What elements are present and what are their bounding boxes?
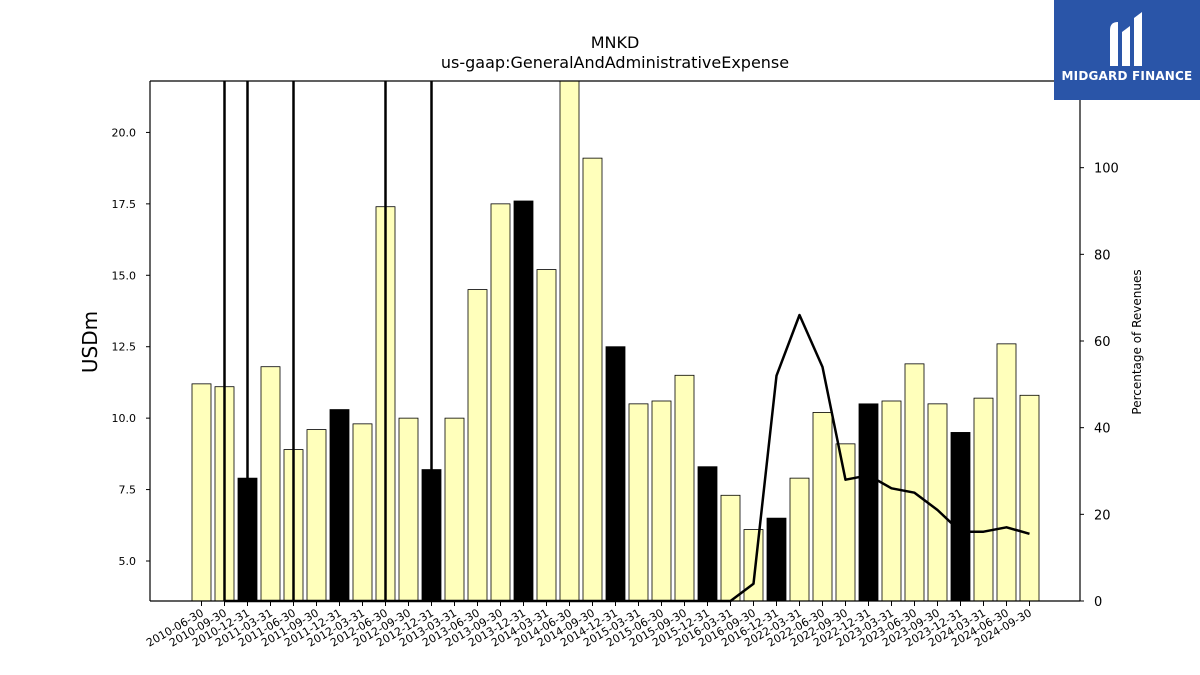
bar <box>743 529 764 602</box>
y-right-tick-label: 80 <box>1094 248 1111 263</box>
bar <box>927 403 948 602</box>
chart-subtitle: us-gaap:GeneralAndAdministrativeExpense <box>441 53 789 72</box>
bar <box>329 409 350 602</box>
bar <box>651 400 672 602</box>
bar <box>1019 394 1040 602</box>
bar <box>904 363 925 602</box>
bar <box>789 477 810 602</box>
y-tick-label: 17.5 <box>112 198 137 211</box>
bar <box>697 466 718 602</box>
bar <box>628 403 649 602</box>
bar-group <box>191 80 1040 602</box>
bar <box>260 366 281 602</box>
brand-logo: MIDGARD FINANCE <box>1054 0 1200 100</box>
y-right-tick-label: 0 <box>1094 595 1102 610</box>
bar <box>812 412 833 602</box>
bar <box>306 429 327 602</box>
bar <box>444 417 465 602</box>
bar <box>490 203 511 602</box>
y-tick-label: 7.5 <box>119 484 137 497</box>
y-axis-right-label: Percentage of Revenues <box>1130 269 1144 414</box>
bar <box>352 423 373 602</box>
bar <box>881 400 902 602</box>
bar <box>513 200 534 602</box>
axes: 5.07.510.012.515.017.520.002040608010020… <box>112 80 1119 650</box>
bar <box>950 432 971 602</box>
bar <box>191 383 212 602</box>
y-axis-label: USDm <box>78 311 102 373</box>
bar <box>467 289 488 602</box>
y-right-tick-label: 20 <box>1094 508 1111 523</box>
bar <box>996 343 1017 602</box>
bar <box>973 397 994 602</box>
y-tick-label: 5.0 <box>119 555 137 568</box>
bar <box>835 443 856 602</box>
chart-title: MNKD <box>591 33 640 52</box>
bar <box>536 269 557 602</box>
bar <box>858 403 879 602</box>
y-tick-label: 15.0 <box>112 269 137 282</box>
y-right-tick-label: 100 <box>1094 162 1119 177</box>
bar <box>766 517 787 602</box>
y-right-tick-label: 40 <box>1094 422 1111 437</box>
y-tick-label: 12.5 <box>112 341 137 354</box>
bar <box>398 417 419 602</box>
y-tick-label: 20.0 <box>112 126 137 139</box>
y-tick-label: 10.0 <box>112 412 137 425</box>
bar <box>559 80 580 602</box>
bar <box>605 346 626 602</box>
logo-text: MIDGARD FINANCE <box>1061 69 1193 83</box>
y-right-tick-label: 60 <box>1094 335 1111 350</box>
bar <box>674 374 695 602</box>
logo-mark-icon <box>1110 12 1142 66</box>
bar <box>582 157 603 602</box>
bar <box>720 494 741 602</box>
